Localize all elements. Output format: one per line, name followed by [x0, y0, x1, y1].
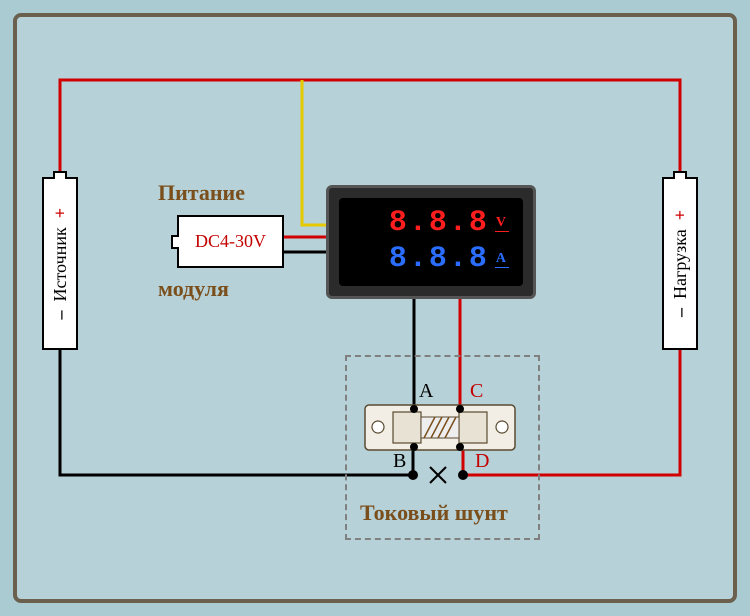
meter-amp-unit: A	[495, 251, 509, 268]
diagram-canvas: – Источник + – Нагрузка + Питание DC4-30…	[0, 0, 750, 616]
meter: 8.8.8 V 8.8.8 A	[326, 185, 536, 299]
meter-volt-unit: V	[495, 215, 509, 232]
source-battery: – Источник +	[42, 177, 78, 350]
shunt-label: Токовый шунт	[360, 500, 508, 526]
load-minus: –	[670, 308, 690, 317]
module-title-top: Питание	[158, 180, 245, 206]
module-box: DC4-30V	[177, 215, 284, 268]
source-label: Источник	[50, 227, 70, 301]
shunt-term-D: D	[475, 450, 489, 473]
load-battery: – Нагрузка +	[662, 177, 698, 350]
module-range: DC4-30V	[195, 231, 266, 252]
source-plus: +	[50, 208, 70, 218]
load-plus: +	[670, 210, 690, 220]
meter-amp-line: 8.8.8 A	[353, 242, 509, 276]
shunt-term-A: A	[419, 380, 433, 403]
meter-screen: 8.8.8 V 8.8.8 A	[339, 198, 523, 286]
module-title-bottom: модуля	[158, 276, 229, 302]
meter-volt-digits: 8.8.8	[389, 206, 489, 240]
shunt-term-B: B	[393, 450, 406, 473]
load-label: Нагрузка	[670, 229, 690, 299]
meter-amp-digits: 8.8.8	[389, 242, 489, 276]
source-minus: –	[50, 310, 70, 319]
shunt-term-C: C	[470, 380, 483, 403]
solder-dot-d	[458, 470, 468, 480]
solder-dot-b	[408, 470, 418, 480]
meter-volt-line: 8.8.8 V	[353, 206, 509, 240]
